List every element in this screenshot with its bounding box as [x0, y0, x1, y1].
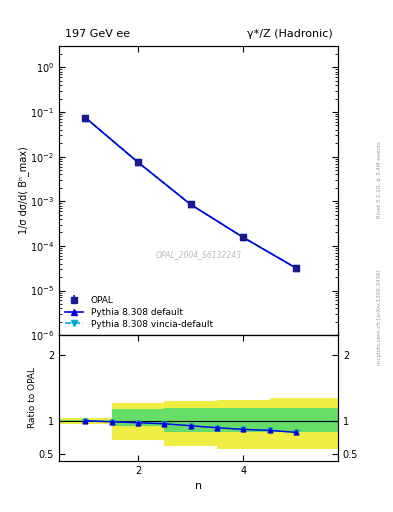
X-axis label: n: n	[195, 481, 202, 491]
Line: Pythia 8.308 vincia-default: Pythia 8.308 vincia-default	[83, 115, 299, 271]
Pythia 8.308 default	[136, 159, 140, 165]
Pythia 8.308 vincia-default	[188, 201, 193, 207]
Text: mcplots.cern.ch [arXiv:1306.3436]: mcplots.cern.ch [arXiv:1306.3436]	[377, 270, 382, 365]
Pythia 8.308 default	[188, 201, 193, 207]
Pythia 8.308 vincia-default	[83, 115, 88, 121]
Y-axis label: 1/σ dσ/d( Bⁿ_max): 1/σ dσ/d( Bⁿ_max)	[18, 147, 29, 234]
Pythia 8.308 default	[294, 265, 298, 271]
Legend: OPAL, Pythia 8.308 default, Pythia 8.308 vincia-default: OPAL, Pythia 8.308 default, Pythia 8.308…	[63, 294, 215, 331]
Pythia 8.308 default	[241, 234, 246, 241]
Pythia 8.308 vincia-default	[241, 234, 246, 241]
Text: 197 GeV ee: 197 GeV ee	[64, 29, 130, 39]
Line: Pythia 8.308 default: Pythia 8.308 default	[83, 115, 299, 271]
Pythia 8.308 vincia-default	[136, 159, 140, 165]
Y-axis label: Ratio to OPAL: Ratio to OPAL	[28, 368, 37, 429]
Text: Rivet 3.1.10, ≥ 3.4M events: Rivet 3.1.10, ≥ 3.4M events	[377, 141, 382, 218]
Pythia 8.308 vincia-default	[294, 265, 298, 271]
Text: γ*/Z (Hadronic): γ*/Z (Hadronic)	[247, 29, 332, 39]
Pythia 8.308 default	[83, 115, 88, 121]
Text: OPAL_2004_S6132243: OPAL_2004_S6132243	[156, 250, 241, 259]
